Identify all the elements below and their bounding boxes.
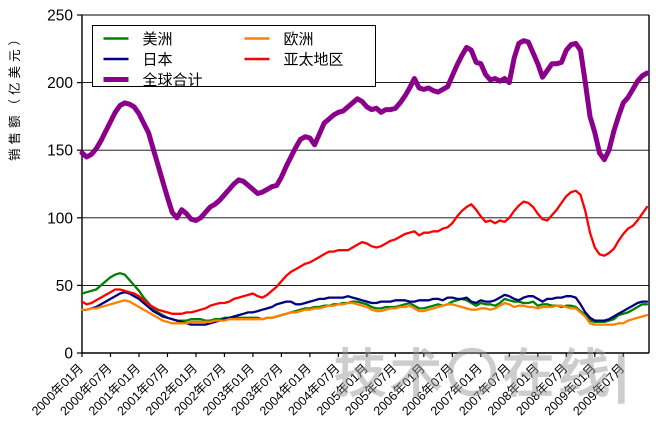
legend-label-europe: 欧洲 — [284, 31, 314, 48]
series-line-japan — [80, 291, 649, 326]
legend-label-japan: 日本 — [143, 52, 173, 69]
series-line-global_total — [79, 38, 650, 223]
y-tick-label-50: 50 — [56, 278, 74, 295]
y-tick-label-200: 200 — [47, 75, 73, 92]
legend-label-americas: 美洲 — [143, 31, 173, 48]
y-tick-label-0: 0 — [64, 346, 73, 363]
legend-label-global_total: 全球合计 — [143, 71, 203, 89]
series-line-asia_pacific — [80, 189, 649, 315]
legend-box — [92, 25, 376, 87]
y-tick-label-100: 100 — [47, 210, 73, 227]
y-axis-title: 销售额（亿美元） — [8, 28, 22, 161]
y-tick-label-250: 250 — [47, 8, 73, 25]
series-line-europe — [80, 299, 649, 326]
legend-label-asia_pacific: 亚太地区 — [284, 52, 344, 69]
y-tick-label-150: 150 — [47, 143, 73, 160]
